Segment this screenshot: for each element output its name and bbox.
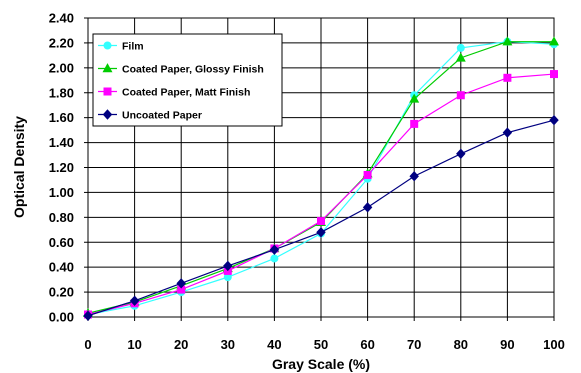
y-tick-label: 0.40 <box>49 260 74 275</box>
data-point-square <box>456 91 465 100</box>
legend-label: Film <box>122 41 144 53</box>
legend-item: Uncoated Paper <box>98 109 202 122</box>
legend-label: Coated Paper, Matt Finish <box>122 87 250 99</box>
data-point-diamond <box>316 227 326 238</box>
data-point-triangle <box>502 36 513 46</box>
data-point-triangle <box>455 52 466 62</box>
data-point-square <box>503 73 512 82</box>
y-tick-label: 0.60 <box>49 235 74 250</box>
data-point-diamond <box>456 148 466 159</box>
series-group <box>83 36 559 321</box>
y-tick-label: 1.80 <box>49 85 74 100</box>
data-point-diamond <box>549 114 559 126</box>
data-point-square <box>550 70 559 79</box>
y-axis-ticks: 0.00 0.20 0.40 0.60 0.80 1.00 1.20 1.40 1.60 1.80… <box>49 11 88 325</box>
legend-label: Uncoated Paper <box>122 110 202 122</box>
data-point-diamond <box>409 171 419 182</box>
legend-box <box>92 33 283 127</box>
x-tick-label: 0 <box>84 337 91 352</box>
legend-marker <box>103 87 112 96</box>
x-axis-title: Gray Scale (%) <box>272 356 370 372</box>
y-tick-label: 1.60 <box>49 110 74 125</box>
legend-label: Coated Paper, Glossy Finish <box>122 64 264 76</box>
x-tick-label: 20 <box>174 337 188 352</box>
legend: Film Coated Paper, Glossy Finish Coated Pa… <box>92 33 283 127</box>
data-point-square <box>410 119 419 128</box>
x-tick-label: 10 <box>127 337 141 352</box>
data-point-diamond <box>223 260 233 272</box>
y-tick-label: 0.00 <box>49 310 74 325</box>
x-tick-label: 40 <box>267 337 281 352</box>
legend-item: Coated Paper, Matt Finish <box>98 87 250 99</box>
data-point-circle <box>456 43 465 52</box>
legend-marker <box>102 63 113 73</box>
x-tick-label: 80 <box>454 337 468 352</box>
data-point-triangle <box>409 93 420 103</box>
data-point-diamond <box>502 127 513 138</box>
x-tick-label: 30 <box>221 337 235 352</box>
legend-marker <box>102 109 113 120</box>
data-point-triangle <box>549 36 559 46</box>
x-tick-label: 90 <box>500 337 514 352</box>
y-tick-label: 2.20 <box>49 35 74 50</box>
data-point-diamond <box>129 295 140 306</box>
legend-item: Coated Paper, Glossy Finish <box>98 63 264 76</box>
y-tick-label: 2.40 <box>49 11 74 26</box>
data-point-diamond <box>269 244 280 255</box>
data-point-diamond <box>176 278 186 289</box>
legend-item: Film <box>98 41 144 53</box>
y-tick-label: 1.00 <box>49 185 74 200</box>
y-tick-label: 0.20 <box>49 285 74 300</box>
data-point-circle <box>270 254 279 263</box>
series-uncoated-paper <box>83 114 559 321</box>
data-point-square <box>363 170 372 179</box>
data-point-diamond <box>83 310 93 321</box>
x-tick-label: 100 <box>543 337 565 352</box>
legend-marker <box>103 41 112 50</box>
data-point-square <box>316 217 325 226</box>
x-tick-label: 60 <box>360 337 374 352</box>
x-axis-ticks: 0 10 20 30 40 50 60 70 80 90 100 <box>84 317 565 352</box>
y-tick-label: 1.40 <box>49 135 74 150</box>
data-point-diamond <box>362 202 373 213</box>
y-tick-label: 1.20 <box>49 160 74 175</box>
x-tick-label: 70 <box>407 337 421 352</box>
y-axis-title: Optical Density <box>11 116 27 218</box>
y-tick-label: 0.80 <box>49 210 74 225</box>
y-tick-label: 2.00 <box>49 60 74 75</box>
x-tick-label: 50 <box>314 337 328 352</box>
